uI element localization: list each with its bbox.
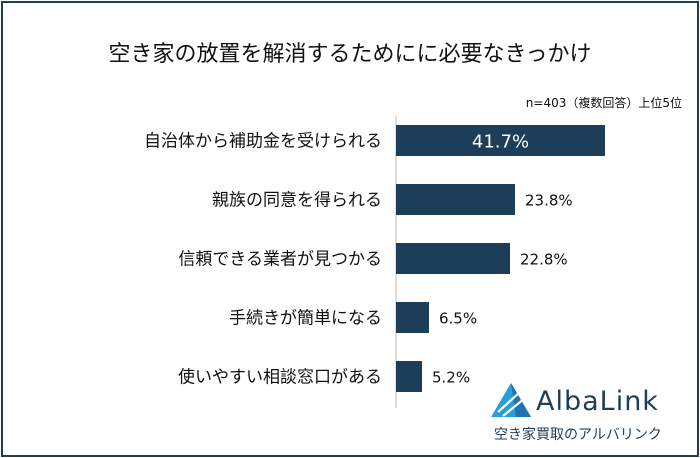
brand-block: AlbaLink 空き家買取のアルバリンク bbox=[488, 382, 693, 446]
value-label: 6.5% bbox=[439, 310, 477, 328]
albalink-logo-icon bbox=[491, 383, 531, 417]
chart-title: 空き家の放置を解消するためにに必要なきっかけ bbox=[108, 42, 591, 67]
category-label: 手続きが簡単になる bbox=[229, 309, 382, 329]
value-label: 41.7% bbox=[472, 132, 529, 153]
bar bbox=[396, 125, 605, 156]
bar bbox=[396, 184, 515, 215]
bars-group: 自治体から補助金を受けられる 41.7% 親族の同意を得られる 23.8% 信頼できる業… bbox=[144, 125, 605, 392]
bar bbox=[396, 243, 510, 274]
brand-tagline: 空き家買取のアルバリンク bbox=[494, 427, 662, 443]
category-label: 信頼できる業者が見つかる bbox=[178, 250, 382, 270]
value-label: 23.8% bbox=[525, 192, 573, 210]
chart-subtitle: n=403（複数回答）上位5位 bbox=[526, 95, 682, 110]
category-label: 使いやすい相談窓口がある bbox=[178, 367, 382, 388]
value-label: 22.8% bbox=[520, 251, 568, 269]
brand-name: AlbaLink bbox=[536, 386, 659, 417]
category-label: 親族の同意を得られる bbox=[212, 191, 382, 211]
value-label: 5.2% bbox=[432, 369, 470, 387]
bar bbox=[396, 361, 422, 392]
bar bbox=[396, 302, 429, 333]
category-label: 自治体から補助金を受けられる bbox=[144, 132, 382, 152]
